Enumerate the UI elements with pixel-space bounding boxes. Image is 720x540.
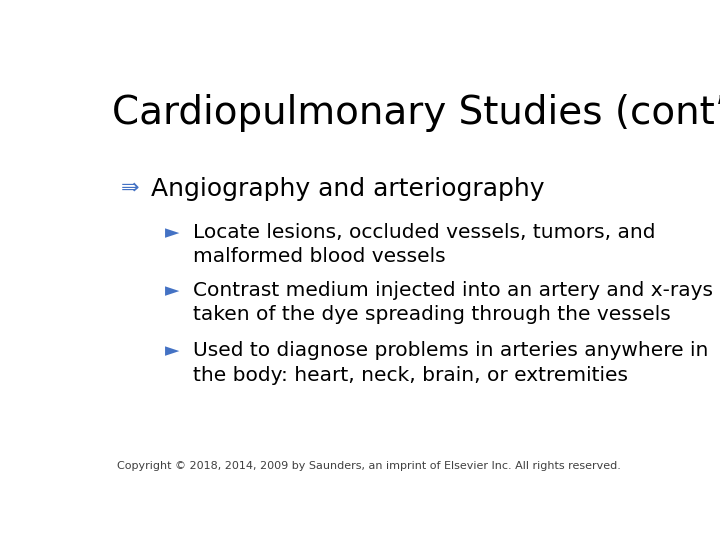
Text: Angiography and arteriography: Angiography and arteriography	[151, 177, 545, 201]
Text: Copyright © 2018, 2014, 2009 by Saunders, an imprint of Elsevier Inc. All rights: Copyright © 2018, 2014, 2009 by Saunders…	[117, 462, 621, 471]
Text: Locate lesions, occluded vessels, tumors, and
malformed blood vessels: Locate lesions, occluded vessels, tumors…	[193, 223, 656, 266]
Text: Contrast medium injected into an artery and x-rays
taken of the dye spreading th: Contrast medium injected into an artery …	[193, 281, 714, 324]
Text: Cardiopulmonary Studies (cont’d): Cardiopulmonary Studies (cont’d)	[112, 94, 720, 132]
Text: Used to diagnose problems in arteries anywhere in
the body: heart, neck, brain, : Used to diagnose problems in arteries an…	[193, 341, 708, 384]
Text: ►: ►	[166, 341, 180, 360]
Text: ►: ►	[166, 223, 180, 242]
Text: ⇛: ⇛	[121, 177, 139, 197]
Text: ►: ►	[166, 281, 180, 300]
